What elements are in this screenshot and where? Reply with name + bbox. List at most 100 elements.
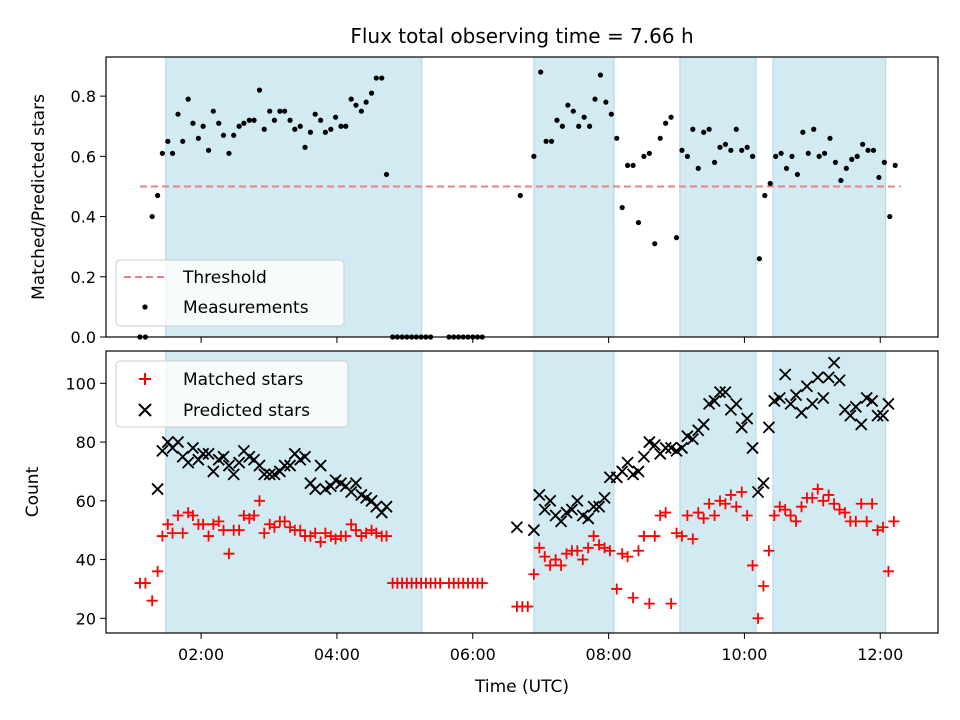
matched-star-point [544, 559, 556, 571]
measurement-point [548, 138, 555, 144]
measurement-point [876, 174, 882, 181]
measurement-point [200, 123, 206, 129]
measurement-point [811, 126, 817, 132]
predicted-star-point [380, 500, 393, 513]
measurement-points [137, 69, 898, 340]
matched-star-point [571, 545, 583, 557]
top-y-tick-label: 0.6 [71, 147, 96, 166]
bottom-panel: 20 40 60 80 100 02:00 04:00 06:00 08:00 10:00 12:… [23, 350, 939, 697]
measurement-point [821, 150, 828, 156]
predicted-star-point [592, 500, 606, 513]
legend-measurements-swatch [142, 304, 148, 310]
predicted-star-point [773, 391, 786, 405]
measurement-point [860, 141, 866, 147]
bottom-y-tick-label: 80 [76, 433, 96, 452]
measurement-point [180, 138, 186, 144]
matched-star-point [309, 527, 321, 539]
matched-star-point [861, 515, 873, 527]
bottom-y-tick-label: 20 [76, 609, 96, 628]
predicted-star-point [730, 397, 743, 411]
measurement-point [190, 120, 196, 126]
measurement-point [865, 147, 871, 153]
bottom-x-ticks: 02:00 04:00 06:00 08:00 10:00 12:00 [178, 633, 903, 664]
predicted-star-point [735, 421, 748, 434]
matched-star-point [730, 501, 742, 513]
top-axes-frame [105, 56, 939, 338]
predicted-star-point [222, 459, 236, 472]
measurement-point [646, 150, 652, 156]
matched-star-point [660, 507, 672, 519]
measurement-point [887, 213, 893, 220]
predicted-star-point [309, 482, 322, 496]
measurement-point [657, 135, 663, 141]
predicted-star-point [637, 450, 651, 463]
measurement-point [767, 180, 773, 187]
measurement-point [733, 126, 739, 132]
predicted-star-point [349, 477, 363, 490]
x-tick-label: 04:00 [314, 645, 360, 664]
measurement-point [614, 135, 620, 141]
measurement-point [251, 117, 257, 123]
predicted-star-point [621, 456, 634, 469]
predicted-star-point [757, 477, 770, 490]
x-tick-label: 10:00 [721, 645, 767, 664]
measurement-point [368, 90, 375, 96]
matched-star-point [223, 548, 235, 560]
predicted-star-point [202, 447, 215, 460]
measurement-point [586, 123, 593, 129]
measurement-point [322, 129, 328, 135]
measurement-point [608, 111, 614, 117]
predicted-star-point [719, 385, 732, 399]
legend-matched-swatch [139, 373, 151, 385]
matched-star-point [279, 515, 291, 527]
measurement-point [165, 138, 171, 144]
predicted-star-point [789, 388, 803, 402]
measurement-point [292, 126, 298, 132]
x-tick-label: 02:00 [178, 645, 224, 664]
matched-star-point [795, 501, 807, 513]
top-y-axis-label: Matched/Predicted stars [29, 94, 49, 300]
predicted-star-point [806, 397, 819, 411]
predicted-star-point [855, 418, 868, 431]
measurement-point [302, 144, 308, 150]
measurement-point [383, 171, 390, 178]
matched-star-point [752, 612, 764, 624]
predicted-star-point [697, 418, 710, 431]
matched-star-point [213, 515, 225, 527]
predicted-star-point [811, 371, 824, 384]
predicted-star-point [182, 456, 195, 469]
matched-star-point [528, 568, 540, 580]
measurement-point [185, 96, 191, 102]
matched-star-point [139, 577, 151, 589]
legend-matched-label: Matched stars [183, 370, 303, 390]
measurement-point [226, 150, 232, 156]
measurement-point [343, 123, 349, 129]
measurement-point [538, 69, 544, 75]
measurement-point [668, 114, 674, 120]
matched-star-point [632, 545, 644, 557]
matched-star-point [253, 495, 265, 507]
measurement-point [271, 117, 278, 123]
predicted-star-point [751, 485, 765, 499]
matched-star-point [555, 559, 567, 571]
matched-star-point [812, 483, 824, 495]
matched-star-point [577, 554, 589, 566]
predicted-star-point [207, 465, 220, 478]
matched-star-point [167, 527, 179, 539]
matched-star-point [345, 518, 357, 530]
predicted-star-point [795, 406, 808, 419]
measurement-point [231, 132, 237, 138]
predicted-star-point [713, 385, 727, 399]
x-tick-label: 12:00 [857, 645, 903, 664]
predicted-star-point [779, 368, 792, 381]
predicted-star-point [800, 380, 814, 393]
measurement-point [641, 153, 647, 159]
predicted-star-point [582, 512, 595, 525]
predicted-star-point [659, 441, 672, 455]
measurement-point [625, 162, 631, 168]
measurement-point [531, 153, 537, 159]
matched-star-point [533, 542, 545, 554]
top-y-tick-label: 0.0 [71, 328, 96, 347]
measurement-point [695, 165, 701, 171]
